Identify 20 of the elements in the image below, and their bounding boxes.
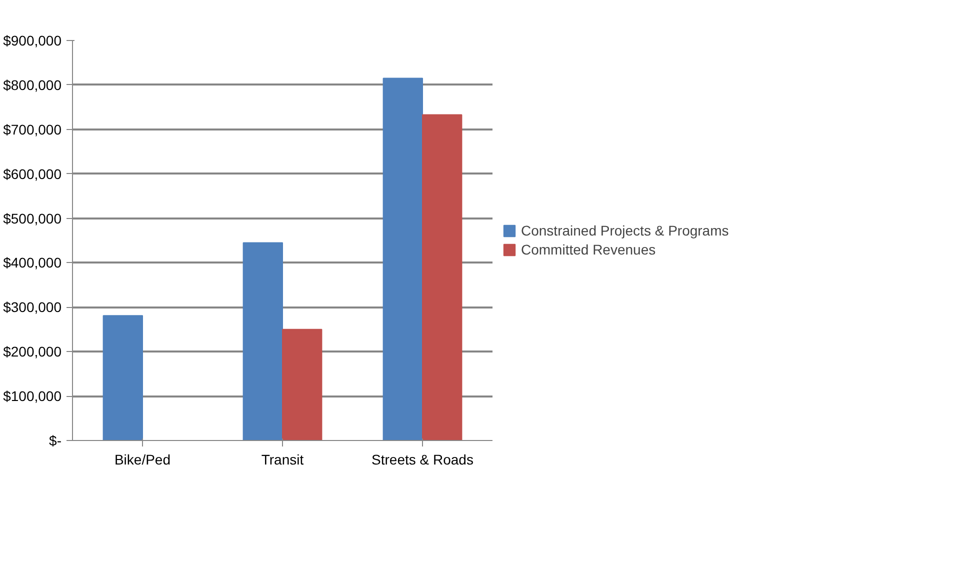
bar xyxy=(282,328,322,440)
bar xyxy=(102,315,143,440)
x-tick-label: Bike/Ped xyxy=(114,452,171,468)
bar xyxy=(382,78,423,440)
legend-label: Constrained Projects & Programs xyxy=(521,222,729,238)
x-tick-label: Transit xyxy=(261,452,304,468)
y-tick-label: $- xyxy=(49,432,62,448)
y-tick-label: $400,000 xyxy=(3,254,62,271)
y-tick-label: $100,000 xyxy=(3,388,62,404)
y-tick-label: $200,000 xyxy=(3,344,62,360)
y-tick-label: $800,000 xyxy=(3,76,62,93)
bar xyxy=(242,242,283,440)
legend-label: Committed Revenues xyxy=(521,242,656,258)
x-tick-label: Streets & Roads xyxy=(372,452,474,468)
y-tick-label: $600,000 xyxy=(3,166,62,182)
y-tick-label: $700,000 xyxy=(3,121,62,138)
y-tick-label: $900,000 xyxy=(3,32,62,48)
y-tick-label: $500,000 xyxy=(3,210,62,226)
y-tick-label: $300,000 xyxy=(3,299,62,316)
bar xyxy=(422,114,462,440)
